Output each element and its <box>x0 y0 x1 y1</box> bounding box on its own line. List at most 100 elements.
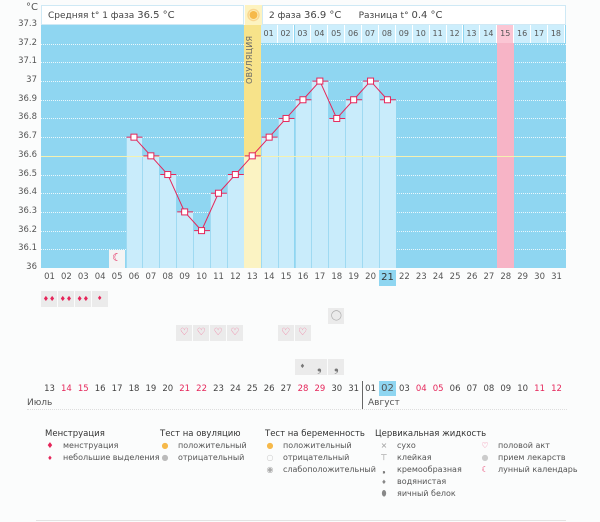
temperature-point[interactable] <box>248 152 256 160</box>
temperature-point[interactable] <box>383 96 391 104</box>
calendar-date[interactable]: 29 <box>314 384 326 394</box>
day-label[interactable]: 20 <box>365 272 376 282</box>
day-label[interactable]: 26 <box>466 272 478 282</box>
heart-cell[interactable]: ♡ <box>226 325 243 341</box>
calendar-date[interactable]: 23 <box>213 384 224 394</box>
temperature-point[interactable] <box>214 189 222 197</box>
day-label[interactable]: 27 <box>483 272 495 282</box>
creamy-cell[interactable]: ❟ <box>328 359 345 375</box>
calendar-date[interactable]: 03 <box>398 384 410 394</box>
temperature-point[interactable] <box>333 114 341 122</box>
day-label[interactable]: 18 <box>331 272 343 282</box>
heart-cell[interactable]: ♡ <box>176 325 193 341</box>
calendar-date[interactable]: 15 <box>77 384 89 394</box>
temperature-point[interactable] <box>350 96 358 104</box>
temperature-point[interactable] <box>130 133 138 141</box>
calendar-date[interactable]: 04 <box>415 384 427 394</box>
menstruation-drop-cell[interactable]: ♦♦ <box>41 291 57 307</box>
menstruation-drop-cell[interactable]: ♦♦ <box>57 291 74 307</box>
calendar-date[interactable]: 07 <box>466 384 478 394</box>
day-label[interactable]: 29 <box>517 272 529 282</box>
calendar-date[interactable]: 24 <box>229 384 241 394</box>
today-date[interactable]: 02 <box>379 381 396 396</box>
day-label[interactable]: 10 <box>196 272 207 282</box>
day-label[interactable]: 22 <box>398 272 410 282</box>
y-tick-label: 36 <box>26 262 37 272</box>
day-label[interactable]: 15 <box>280 272 292 282</box>
temperature-point[interactable] <box>316 77 324 85</box>
calendar-date[interactable]: 31 <box>348 384 360 394</box>
day-label[interactable]: 08 <box>162 272 174 282</box>
day-label[interactable]: 09 <box>179 272 191 282</box>
day-label[interactable]: 14 <box>263 272 275 282</box>
creamy-cell[interactable]: ❟ <box>311 359 328 375</box>
calendar-date[interactable]: 08 <box>483 384 495 394</box>
heart-cell[interactable]: ♡ <box>210 325 226 341</box>
calendar-date[interactable]: 01 <box>365 384 376 394</box>
calendar-date[interactable]: 09 <box>500 384 512 394</box>
day-label[interactable]: 16 <box>297 272 309 282</box>
watery-drop-cell[interactable]: ♦ <box>294 359 311 375</box>
temperature-point[interactable] <box>282 114 290 122</box>
calendar-date[interactable]: 06 <box>449 384 461 394</box>
day-label[interactable]: 01 <box>44 272 55 282</box>
day-label[interactable]: 11 <box>213 272 224 282</box>
calendar-date[interactable]: 20 <box>162 384 174 394</box>
calendar-date[interactable]: 26 <box>263 384 275 394</box>
day-label[interactable]: 19 <box>348 272 360 282</box>
temperature-point[interactable] <box>299 96 307 104</box>
calendar-date[interactable]: 28 <box>297 384 309 394</box>
calendar-date[interactable]: 14 <box>60 384 72 394</box>
calendar-date[interactable]: 13 <box>44 384 55 394</box>
calendar-date[interactable]: 11 <box>534 384 545 394</box>
light-spotting-cell[interactable]: ♦ <box>91 291 108 307</box>
moon-icon[interactable]: ☾ <box>108 250 126 268</box>
temperature-point[interactable] <box>231 171 239 179</box>
calendar-date[interactable]: 12 <box>551 384 562 394</box>
calendar-date[interactable]: 22 <box>196 384 207 394</box>
day-label[interactable]: 05 <box>111 272 123 282</box>
calendar-date[interactable]: 17 <box>111 384 123 394</box>
calendar-date[interactable]: 16 <box>94 384 106 394</box>
day-label[interactable]: 06 <box>128 272 140 282</box>
day-label[interactable]: 13 <box>246 272 258 282</box>
calendar-date[interactable]: 19 <box>145 384 157 394</box>
calendar-date[interactable]: 27 <box>280 384 292 394</box>
day-label[interactable]: 31 <box>551 272 562 282</box>
temperature-point[interactable] <box>198 227 206 235</box>
day-label[interactable]: 12 <box>229 272 241 282</box>
day-label[interactable]: 02 <box>60 272 72 282</box>
month-separator <box>362 381 363 409</box>
calendar-date[interactable]: 10 <box>517 384 529 394</box>
unit-label: °C <box>26 2 38 13</box>
day-label[interactable]: 04 <box>94 272 106 282</box>
temperature-point[interactable] <box>265 133 273 141</box>
temperature-bar <box>193 230 210 268</box>
calendar-date[interactable]: 21 <box>179 384 191 394</box>
temperature-point[interactable] <box>181 208 189 216</box>
temperature-bar <box>362 81 379 268</box>
calendar-date[interactable]: 30 <box>331 384 343 394</box>
calendar-date[interactable]: 25 <box>246 384 258 394</box>
temperature-point[interactable] <box>147 152 155 160</box>
day-label[interactable]: 03 <box>77 272 89 282</box>
day-label[interactable]: 07 <box>145 272 157 282</box>
medication-cell[interactable]: ◯ <box>328 308 345 324</box>
calendar-date[interactable]: 05 <box>432 384 444 394</box>
day-label[interactable]: 17 <box>314 272 326 282</box>
day-label[interactable]: 24 <box>432 272 444 282</box>
menstruation-drop-cell[interactable]: ♦♦ <box>74 291 91 307</box>
today-day-label[interactable]: 21 <box>379 270 396 286</box>
day-label[interactable]: 25 <box>449 272 461 282</box>
heart-cell[interactable]: ♡ <box>193 325 210 341</box>
temperature-point[interactable] <box>164 171 172 179</box>
heart-cell[interactable]: ♡ <box>294 325 311 341</box>
day-label[interactable]: 28 <box>500 272 512 282</box>
day-label[interactable]: 30 <box>534 272 545 282</box>
calendar-date[interactable]: 18 <box>128 384 140 394</box>
temperature-bar <box>294 99 312 268</box>
heart-cell[interactable]: ♡ <box>277 325 294 341</box>
day-label[interactable]: 23 <box>415 272 427 282</box>
temperature-point[interactable] <box>367 77 375 85</box>
next-cycle-day: 17 <box>531 25 548 43</box>
